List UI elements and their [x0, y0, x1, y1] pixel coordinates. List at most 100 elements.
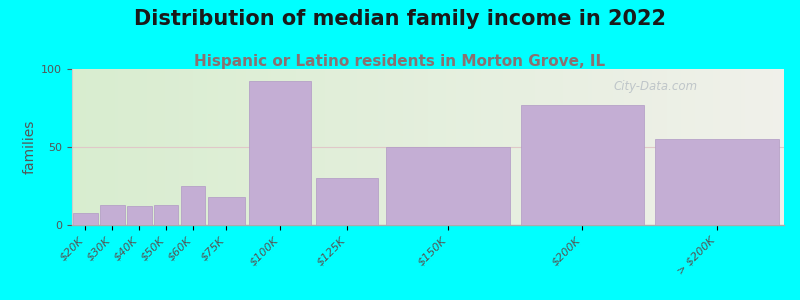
Bar [367, 69, 371, 225]
Bar [97, 69, 101, 225]
Bar [193, 69, 197, 225]
Bar [225, 69, 229, 225]
Bar [774, 69, 777, 225]
Bar [232, 69, 236, 225]
Bar [521, 105, 644, 225]
Bar [546, 69, 549, 225]
Bar [553, 69, 556, 225]
Bar [178, 69, 182, 225]
Bar [268, 69, 271, 225]
Bar [642, 69, 645, 225]
Bar [627, 69, 631, 225]
Bar [759, 69, 762, 225]
Bar [470, 69, 474, 225]
Bar [396, 69, 399, 225]
Bar [524, 69, 528, 225]
Bar [317, 178, 378, 225]
Bar [482, 69, 485, 225]
Bar [698, 69, 702, 225]
Bar [638, 69, 642, 225]
Bar [655, 139, 778, 225]
Bar [254, 69, 257, 225]
Bar [346, 69, 350, 225]
Bar [762, 69, 766, 225]
Text: City-Data.com: City-Data.com [613, 80, 698, 93]
Bar [453, 69, 457, 225]
Bar [126, 69, 129, 225]
Text: Hispanic or Latino residents in Morton Grove, IL: Hispanic or Latino residents in Morton G… [194, 54, 606, 69]
Bar [73, 212, 98, 225]
Bar [677, 69, 681, 225]
Bar [446, 69, 450, 225]
Bar [514, 69, 517, 225]
Bar [282, 69, 286, 225]
Bar [521, 69, 524, 225]
Bar [567, 69, 570, 225]
Bar [670, 69, 674, 225]
Bar [214, 69, 218, 225]
Bar [425, 69, 428, 225]
Bar [684, 69, 688, 225]
Bar [403, 69, 406, 225]
Bar [745, 69, 748, 225]
Bar [681, 69, 684, 225]
Bar [250, 82, 311, 225]
Bar [450, 69, 453, 225]
Bar [122, 69, 126, 225]
Bar [364, 69, 367, 225]
Bar [257, 69, 261, 225]
Bar [720, 69, 723, 225]
Bar [172, 69, 175, 225]
Bar [738, 69, 742, 225]
Bar [204, 69, 207, 225]
Bar [307, 69, 310, 225]
Bar [752, 69, 755, 225]
Bar [656, 69, 659, 225]
Bar [197, 69, 200, 225]
Bar [382, 69, 386, 225]
Bar [499, 69, 502, 225]
Bar [713, 69, 716, 225]
Bar [414, 69, 418, 225]
Bar [218, 69, 222, 225]
Bar [182, 69, 186, 225]
Bar [374, 69, 378, 225]
Bar [723, 69, 727, 225]
Bar [321, 69, 325, 225]
Bar [734, 69, 738, 225]
Bar [75, 69, 79, 225]
Bar [100, 205, 125, 225]
Bar [94, 69, 97, 225]
Bar [645, 69, 649, 225]
Bar [143, 69, 146, 225]
Bar [300, 69, 303, 225]
Bar [114, 69, 118, 225]
Bar [602, 69, 606, 225]
Bar [168, 69, 172, 225]
Bar [239, 69, 243, 225]
Bar [581, 69, 585, 225]
Bar [360, 69, 364, 225]
Bar [101, 69, 104, 225]
Bar [549, 69, 553, 225]
Bar [748, 69, 752, 225]
Bar [578, 69, 581, 225]
Bar [777, 69, 781, 225]
Bar [136, 69, 140, 225]
Bar [716, 69, 720, 225]
Bar [649, 69, 652, 225]
Bar [730, 69, 734, 225]
Bar [706, 69, 710, 225]
Bar [275, 69, 278, 225]
Bar [339, 69, 342, 225]
Bar [442, 69, 446, 225]
Bar [190, 69, 193, 225]
Bar [781, 69, 784, 225]
Bar [617, 69, 620, 225]
Bar [342, 69, 346, 225]
Bar [107, 69, 111, 225]
Bar [610, 69, 613, 225]
Bar [261, 69, 264, 225]
Bar [310, 69, 314, 225]
Bar [129, 69, 133, 225]
